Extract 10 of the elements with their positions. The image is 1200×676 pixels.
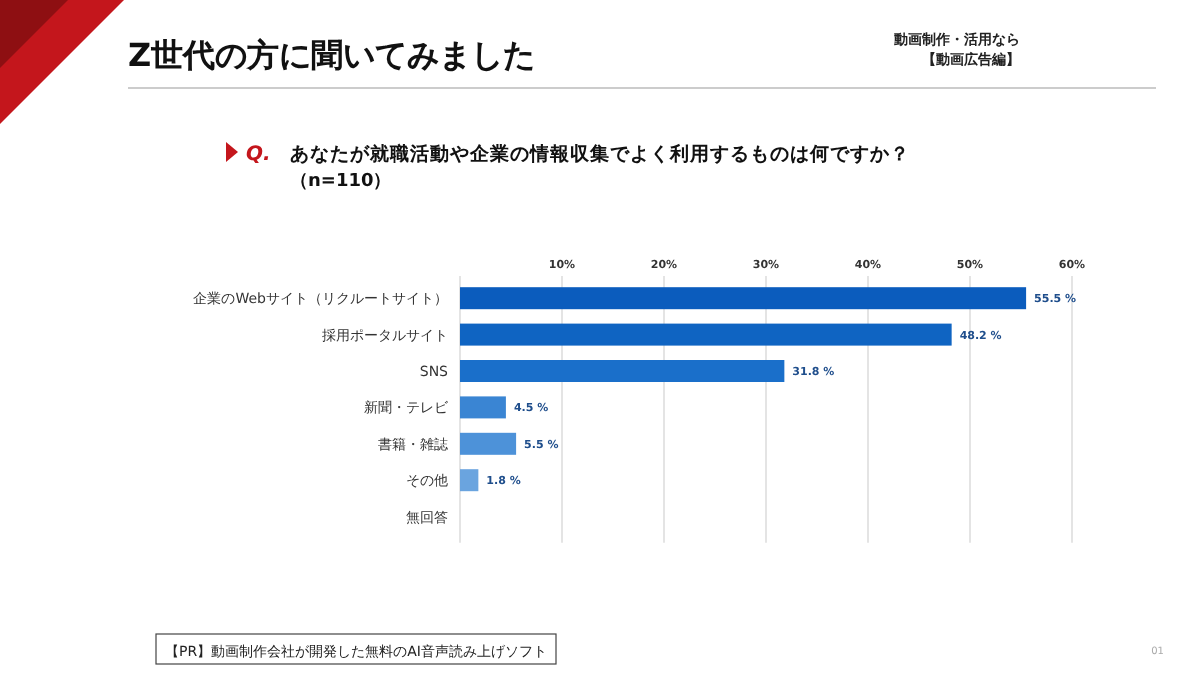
text: （n=110） — [290, 172, 392, 192]
bar — [460, 469, 479, 492]
bar — [460, 432, 517, 455]
chart-subtitle: あなたが就職活動や企業の情報収集でよく利用するものは何ですか？ — [290, 142, 910, 166]
bar — [460, 323, 952, 346]
bar — [460, 360, 785, 382]
bar — [460, 287, 1027, 310]
chart-title: Z世代の方に聞いてみました — [128, 36, 536, 74]
text: Q. — [246, 144, 271, 166]
bar — [460, 396, 506, 419]
